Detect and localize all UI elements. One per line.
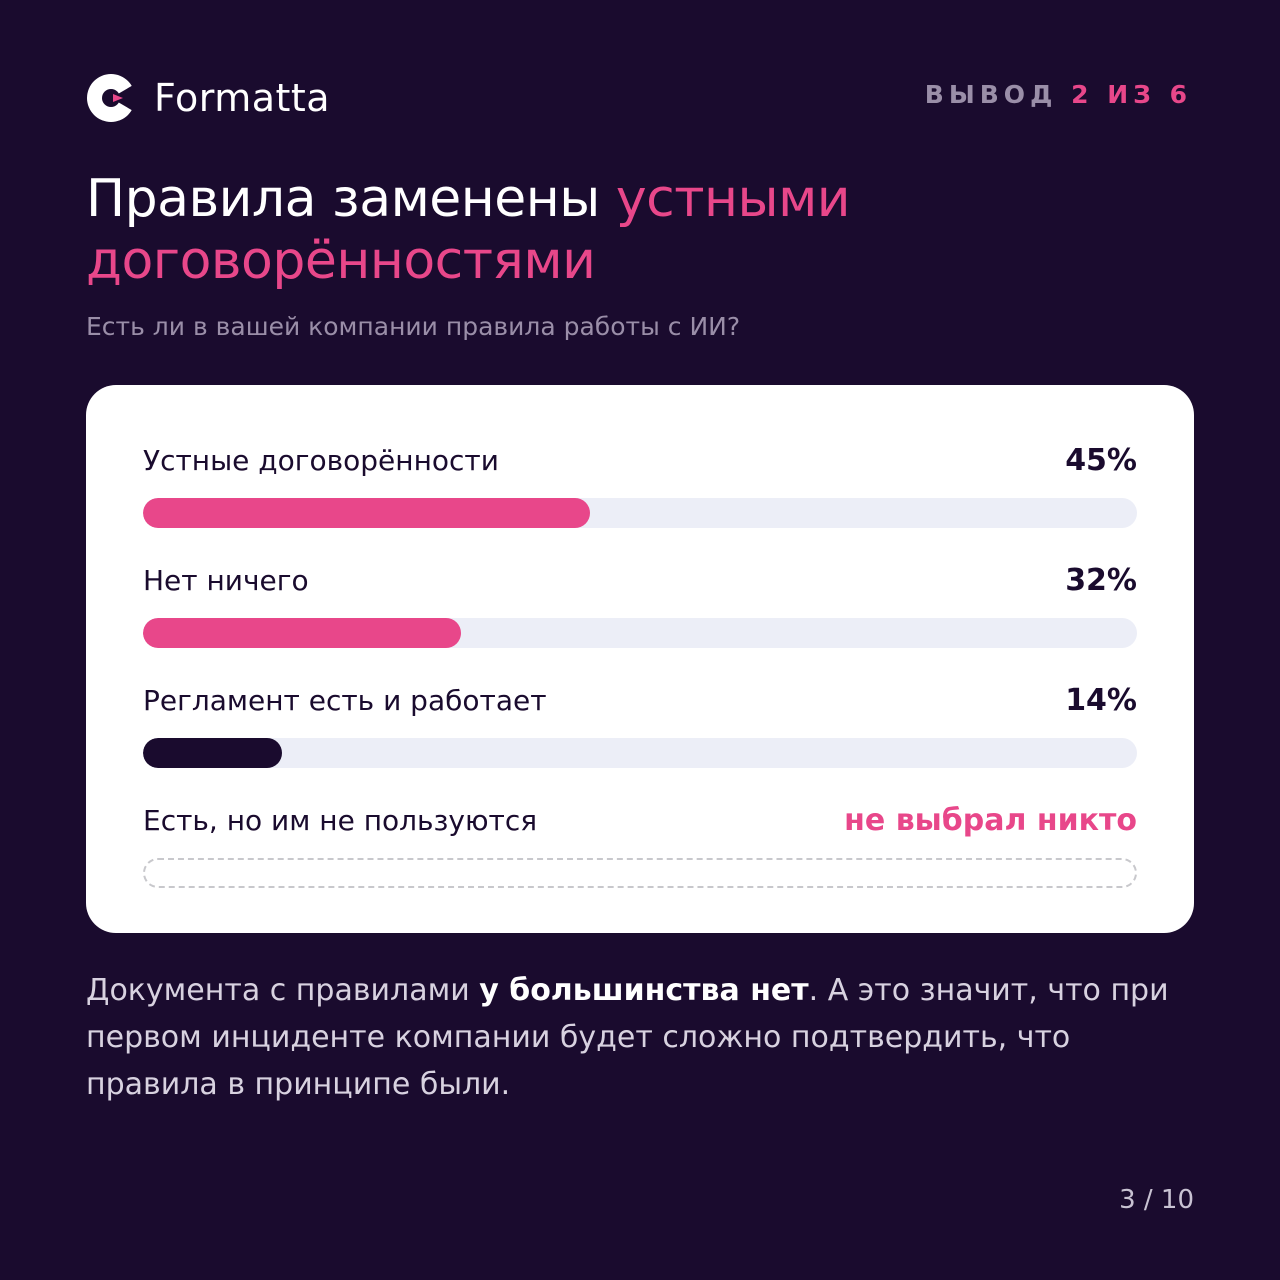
conclusion-part2: . А это значит, что при первом инциденте… bbox=[86, 973, 1169, 1102]
bar-track bbox=[143, 618, 1137, 648]
bar-label: Устные договорённости bbox=[143, 443, 499, 477]
bar-value-label: 14% bbox=[1065, 682, 1137, 718]
counter-prefix: ВЫВОД bbox=[924, 80, 1058, 109]
formatta-logo-icon bbox=[87, 74, 136, 122]
page-title: Правила заменены устными договорённостям… bbox=[86, 168, 1086, 292]
bar-label: Есть, но им не пользуются bbox=[143, 803, 538, 837]
bar-row: Устные договорённости 45% bbox=[143, 440, 1137, 528]
results-card: Устные договорённости 45% Нет ничего 32%… bbox=[86, 385, 1194, 933]
bar-label: Нет ничего bbox=[143, 563, 309, 597]
brand-logo: Formatta bbox=[86, 73, 330, 123]
bar-value-label: 45% bbox=[1065, 442, 1137, 478]
conclusion-part1: Документа с правилами bbox=[86, 973, 480, 1008]
page-indicator: 3 / 10 bbox=[1119, 1185, 1194, 1215]
conclusion-bold: у большинства нет bbox=[479, 973, 809, 1008]
brand-name: Formatta bbox=[154, 76, 331, 120]
title-main: Правила заменены bbox=[86, 169, 616, 229]
bar-fill bbox=[143, 618, 462, 648]
counter-separator: ИЗ bbox=[1107, 80, 1156, 109]
insight-counter: ВЫВОД 2 ИЗ 6 bbox=[925, 80, 1192, 109]
bar-track bbox=[143, 498, 1137, 528]
survey-question: Есть ли в вашей компании правила работы … bbox=[86, 312, 741, 341]
bar-label: Регламент есть и работает bbox=[143, 683, 547, 717]
counter-current: 2 bbox=[1071, 80, 1094, 109]
title-accent: устными договорённостями bbox=[86, 169, 851, 291]
bar-track bbox=[143, 738, 1137, 768]
bar-row: Есть, но им не пользуются не выбрал никт… bbox=[143, 800, 1137, 888]
bar-fill bbox=[143, 498, 591, 528]
empty-bar-track bbox=[143, 858, 1137, 888]
conclusion-text: Документа с правилами у большинства нет.… bbox=[86, 967, 1206, 1108]
counter-total: 6 bbox=[1169, 80, 1192, 109]
bar-value-label: 32% bbox=[1065, 562, 1137, 598]
bar-fill bbox=[143, 738, 283, 768]
bar-row: Регламент есть и работает 14% bbox=[143, 680, 1137, 768]
bar-value-label: не выбрал никто bbox=[844, 802, 1137, 838]
bar-row: Нет ничего 32% bbox=[143, 560, 1137, 648]
